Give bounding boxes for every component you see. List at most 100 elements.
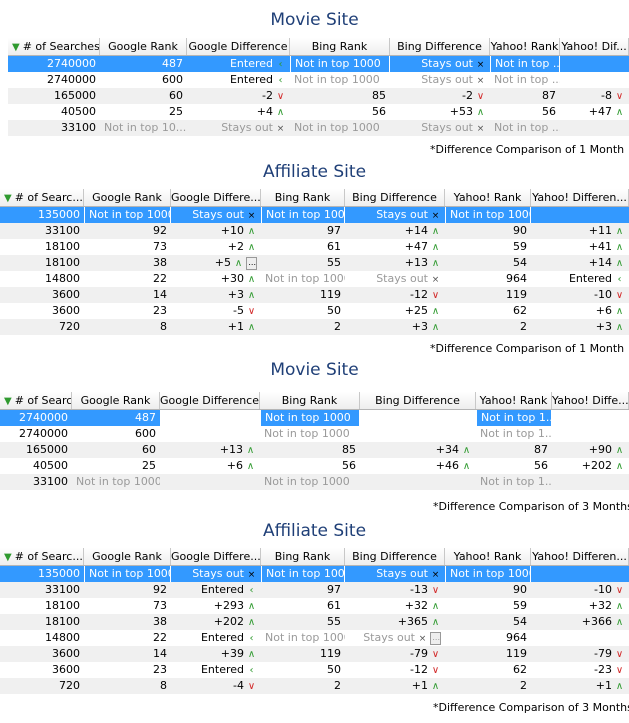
column-header-label: Yahoo! Rank (453, 191, 522, 204)
cell-bing-rank: 119 (261, 646, 345, 662)
column-header-bing-rank[interactable]: Bing Rank (260, 392, 360, 409)
column-header-bing-rank[interactable]: Bing Rank (290, 38, 390, 55)
column-header-searches[interactable]: ▼# of Searches (0, 392, 72, 409)
cell-value: Not in top 1000 (76, 475, 160, 488)
column-header-yahoo-rank[interactable]: Yahoo! Rank (476, 392, 552, 409)
column-header-yahoo-diff[interactable]: Yahoo! Differen... (531, 189, 629, 206)
column-header-google-diff[interactable]: Google Differe... (171, 189, 261, 206)
cell-searches: 3600 (0, 303, 84, 319)
column-header-searches[interactable]: ▼ # of Searc... (0, 548, 84, 565)
column-header-label: Bing Rank (274, 191, 331, 204)
cell-bing-diff (360, 474, 476, 490)
column-header-searches[interactable]: ▼ # of Searc... (0, 189, 84, 206)
table-row[interactable]: 18100 73 +2 ∧ 61 +47 ∧ 59 +41 ∧ (0, 239, 629, 255)
column-header-yahoo-rank[interactable]: Yahoo! Rank (490, 38, 560, 55)
column-header-yahoo-rank[interactable]: Yahoo! Rank (445, 548, 531, 565)
table-row[interactable]: 165000 60 +13 ∧ 85 +34 ∧ 87 +90 ∧ (0, 442, 629, 458)
cell-yahoo-rank: 54 (445, 614, 531, 630)
table-row[interactable]: 135000 Not in top 1000 Stays out × Not in to… (0, 207, 629, 223)
table-row[interactable]: 2740000 487 Entered ‹ Not in top 1000 Stays o… (8, 56, 629, 72)
grid-1: ▼ # of Searches Google Rank Google Differen… (8, 38, 629, 136)
cell-yahoo-diff (560, 56, 629, 72)
table-row[interactable]: 33100 Not in top 1000 Not in top 1000 Not i… (0, 474, 629, 490)
table-row[interactable]: 18100 73 +293 ∧ 61 +32 ∧ 59 +32 ∧ (0, 598, 629, 614)
cell-value: 720 (59, 320, 80, 333)
cell-value: 87 (534, 443, 548, 456)
arrow-up-icon: ∧ (615, 617, 624, 628)
table-row[interactable]: 40500 25 +6 ∧ 56 +46 ∧ 56 +202 ∧ (0, 458, 629, 474)
table-row[interactable]: 3600 23 -5 ∨ 50 +25 ∧ 62 +6 ∧ (0, 303, 629, 319)
table-row[interactable]: 33100 92 Entered ‹ 97 -13 ∨ 90 -10 ∨ (0, 582, 629, 598)
column-header-google-rank[interactable]: Google Rank (84, 189, 171, 206)
more-options-icon[interactable]: ... (430, 631, 441, 645)
cell-value: Stays out (221, 121, 273, 134)
table-row[interactable]: 720 8 -4 ∨ 2 +1 ∧ 2 +1 ∧ (0, 678, 629, 694)
table-row[interactable]: 2740000 487 Not in top 1000 Not in top 1... (0, 410, 629, 426)
table-row[interactable]: 18100 38 +202 ∧ 55 +365 ∧ 54 +366 ∧ (0, 614, 629, 630)
table-row[interactable]: 40500 25 +4 ∧ 56 +53 ∧ 56 +47 ∧ (8, 104, 629, 120)
table-row[interactable]: 18100 38 +5 ∧... 55 +13 ∧ 54 +14 ∧ (0, 255, 629, 271)
column-header-google-rank[interactable]: Google Rank (100, 38, 187, 55)
table-row[interactable]: 14800 22 +30 ∧ Not in top 1000 Stays out × 964 E… (0, 271, 629, 287)
column-header-label: Google Rank (108, 40, 178, 53)
column-header-searches[interactable]: ▼# of Searches (8, 38, 100, 55)
table-row[interactable]: 165000 60 -2 ∨ 85 -2 ∨ 87 -8 ∨ (8, 88, 629, 104)
table-row[interactable]: 3600 23 Entered ‹ 50 -12 ∨ 62 -23 ∨ (0, 662, 629, 678)
column-header-yahoo-diff[interactable]: Yahoo! Diffe... (552, 392, 629, 409)
table-row[interactable]: 33100 Not in top 10... Stays out × Not in to… (8, 120, 629, 136)
column-header-google-diff[interactable]: Google Differe... (171, 548, 261, 565)
column-header-google-diff[interactable]: Google Difference (160, 392, 260, 409)
column-header-google-diff[interactable]: Google Difference (187, 38, 290, 55)
cell-value: Stays out (376, 567, 428, 580)
cell-google-rank: 60 (100, 88, 187, 104)
cell-value: 40500 (33, 459, 68, 472)
table-row[interactable]: 3600 14 +39 ∧ 119 -79 ∨ 119 -79 ∨ (0, 646, 629, 662)
cell-google-rank: 14 (84, 287, 171, 303)
cell-bing-rank: Not in top 1000 (260, 474, 360, 490)
stays-out-icon: × (476, 60, 485, 70)
column-header-bing-diff[interactable]: Bing Difference (345, 189, 445, 206)
table-row[interactable]: 3600 14 +3 ∧ 119 -12 ∨ 119 -10 ∨ (0, 287, 629, 303)
arrow-up-icon: ∧ (615, 681, 624, 692)
table-row[interactable]: 2740000 600 Entered ‹ Not in top 1000 Stays o… (8, 72, 629, 88)
column-header-yahoo-rank[interactable]: Yahoo! Rank (445, 189, 531, 206)
cell-yahoo-rank: 56 (490, 104, 560, 120)
cell-value: 60 (142, 443, 156, 456)
more-options-icon[interactable]: ... (246, 256, 257, 270)
column-header-bing-diff[interactable]: Bing Difference (345, 548, 445, 565)
table-row[interactable]: 14800 22 Entered ‹ Not in top 1000 Stays out ×… (0, 630, 629, 646)
table-row[interactable]: 33100 92 +10 ∧ 97 +14 ∧ 90 +11 ∧ (0, 223, 629, 239)
column-header-bing-diff[interactable]: Bing Difference (360, 392, 476, 409)
cell-value: Not in top 1000 (266, 567, 345, 580)
cell-value: 62 (513, 304, 527, 317)
cell-bing-rank: Not in top 1000 (261, 207, 345, 223)
cell-google-diff: Entered ‹ (171, 630, 261, 646)
column-header-google-rank[interactable]: Google Rank (84, 548, 171, 565)
column-header-google-rank[interactable]: Google Rank (72, 392, 160, 409)
cell-bing-rank: 56 (290, 104, 390, 120)
column-header-label: Google Difference (160, 394, 259, 407)
cell-google-rank: 8 (84, 319, 171, 335)
cell-bing-diff: Stays out × (390, 72, 490, 88)
cell-yahoo-diff: +202 ∧ (552, 458, 629, 474)
cell-google-rank: 23 (84, 662, 171, 678)
cell-value: 487 (162, 57, 183, 70)
column-header-label: Yahoo! Diffe... (552, 394, 629, 407)
column-header-bing-rank[interactable]: Bing Rank (261, 189, 345, 206)
cell-value: 59 (513, 240, 527, 253)
cell-google-diff: Entered ‹ (171, 662, 261, 678)
column-header-bing-rank[interactable]: Bing Rank (261, 548, 345, 565)
column-header-label: Yahoo! Rank (453, 550, 522, 563)
table-row[interactable]: 2740000 600 Not in top 1000 Not in top 1... (0, 426, 629, 442)
cell-bing-diff: +1 ∧ (345, 678, 445, 694)
column-header-bing-diff[interactable]: Bing Difference (390, 38, 490, 55)
column-header-label: Google Differe... (171, 550, 261, 563)
column-header-yahoo-diff[interactable]: Yahoo! Dif... (560, 38, 629, 55)
sort-descending-icon: ▼ (4, 193, 12, 204)
table-row[interactable]: 720 8 +1 ∧ 2 +3 ∧ 2 +3 ∧ (0, 319, 629, 335)
column-header-yahoo-diff[interactable]: Yahoo! Differen... (531, 548, 629, 565)
cell-value: 3600 (52, 663, 80, 676)
cell-value: +32 (404, 599, 428, 612)
table-row[interactable]: 135000 Not in top 1000 Stays out × Not in to… (0, 566, 629, 582)
cell-searches: 135000 (0, 566, 84, 582)
